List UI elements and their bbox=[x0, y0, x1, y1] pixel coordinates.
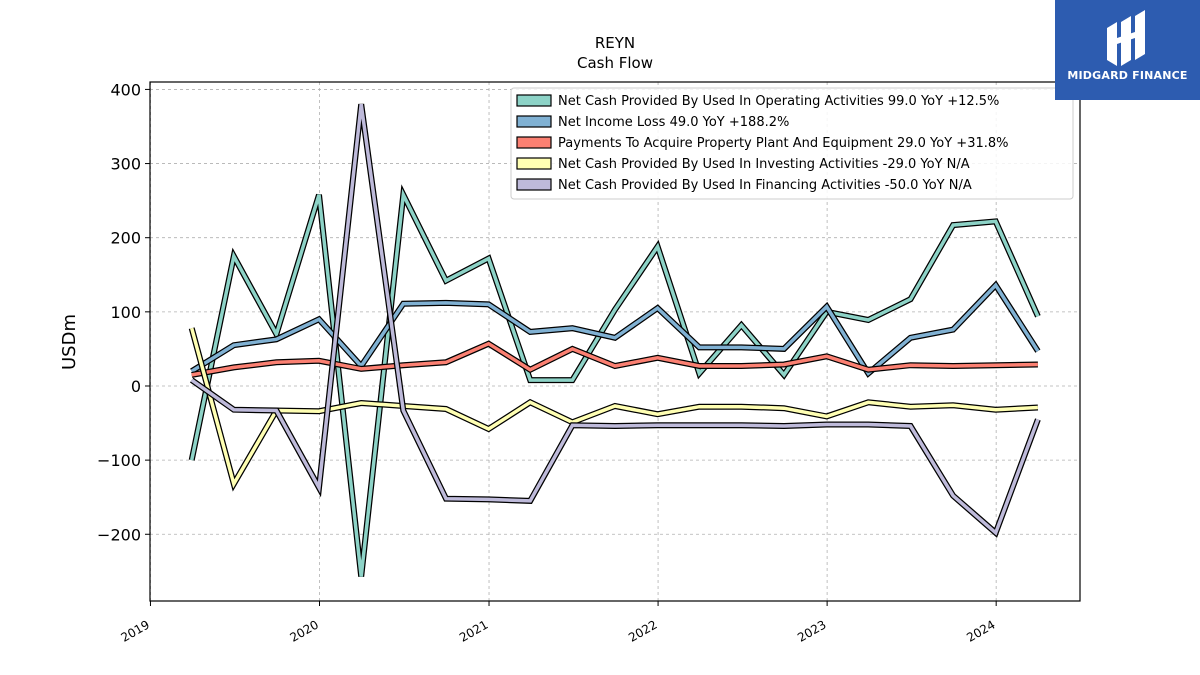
brand-logo: MIDGARD FINANCE bbox=[1055, 0, 1200, 100]
legend-label: Payments To Acquire Property Plant And E… bbox=[558, 136, 1009, 151]
x-tick-label: 2020 bbox=[288, 617, 321, 644]
logo-text: MIDGARD FINANCE bbox=[1067, 69, 1188, 82]
x-tick-label: 2023 bbox=[795, 617, 828, 644]
y-tick-label: 100 bbox=[110, 303, 141, 322]
legend-swatch bbox=[516, 115, 552, 128]
x-tick-label: 2019 bbox=[119, 617, 152, 644]
legend-swatch bbox=[516, 157, 552, 170]
midgard-logo-icon bbox=[1107, 10, 1145, 66]
y-tick-label: −200 bbox=[97, 525, 141, 544]
series-line bbox=[188, 184, 1041, 577]
legend-swatch bbox=[516, 94, 552, 107]
series-line bbox=[189, 103, 1041, 538]
y-tick-label: 200 bbox=[110, 229, 141, 248]
chart-subtitle: Cash Flow bbox=[577, 54, 653, 72]
x-tick-label: 2021 bbox=[457, 617, 490, 644]
series-line bbox=[191, 340, 1038, 378]
y-axis: −200 −100 0 100 200 300 400 bbox=[97, 80, 150, 544]
y-tick-label: 400 bbox=[110, 80, 141, 99]
legend-label: Net Cash Provided By Used In Investing A… bbox=[558, 157, 970, 172]
legend-box bbox=[510, 87, 1074, 200]
legend-swatch bbox=[516, 178, 552, 191]
legend-label: Net Cash Provided By Used In Operating A… bbox=[558, 94, 999, 109]
y-tick-label: 300 bbox=[110, 155, 141, 174]
x-axis: 2019 2020 2021 2022 2023 2024 bbox=[119, 601, 998, 645]
series-lines bbox=[188, 103, 1041, 577]
chart-title: REYN bbox=[595, 34, 635, 52]
series-line bbox=[188, 327, 1039, 492]
legend: Net Cash Provided By Used In Operating A… bbox=[510, 87, 1074, 200]
legend-label: Net Income Loss 49.0 YoY +188.2% bbox=[558, 115, 789, 130]
y-axis-label: USDm bbox=[59, 314, 80, 370]
x-tick-label: 2022 bbox=[626, 617, 659, 644]
plot-frame bbox=[149, 81, 1081, 602]
legend-label: Net Cash Provided By Used In Financing A… bbox=[558, 178, 972, 193]
legend-swatch bbox=[516, 136, 552, 149]
x-tick-label: 2024 bbox=[964, 617, 997, 644]
y-tick-label: −100 bbox=[97, 451, 141, 470]
y-tick-label: 0 bbox=[131, 377, 141, 396]
